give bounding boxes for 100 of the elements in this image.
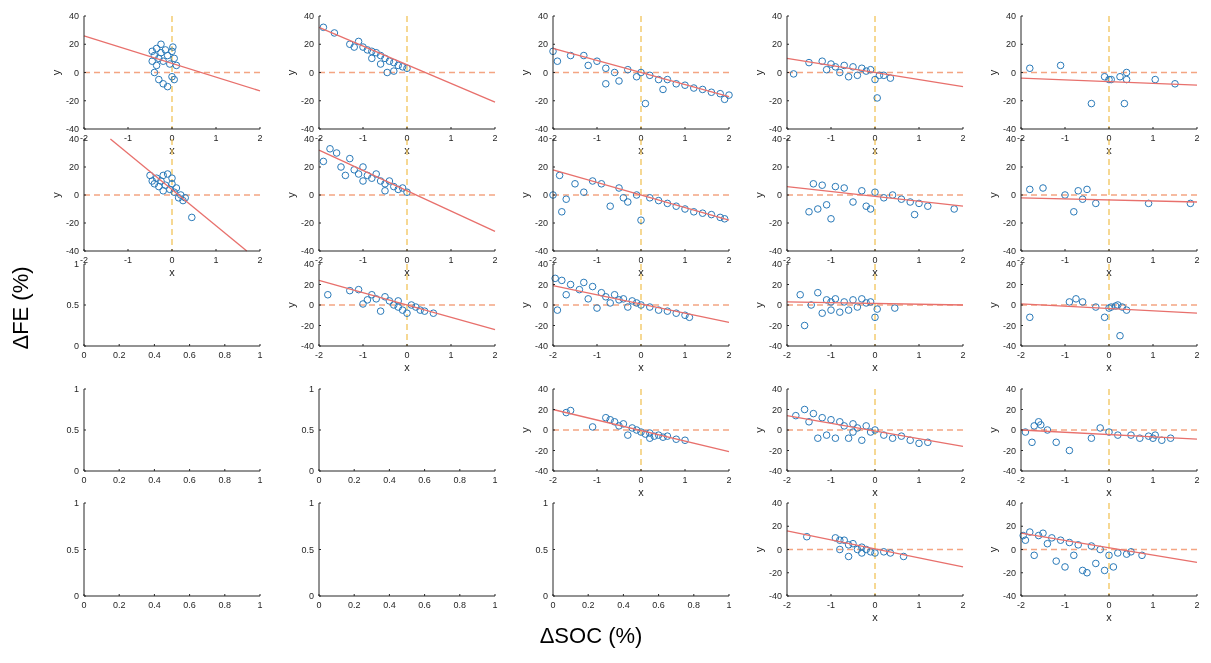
y-axis-title: y xyxy=(753,426,765,433)
y-tick-label: 20 xyxy=(303,39,314,50)
y-tick-label: -40 xyxy=(1002,466,1016,477)
y-tick-label: 0.5 xyxy=(66,300,79,311)
x-tick-label: 0.6 xyxy=(183,475,196,485)
y-tick-label: 20 xyxy=(68,162,79,173)
x-tick-label: 0.6 xyxy=(652,600,665,610)
x-tick-label: 1 xyxy=(448,350,454,360)
x-tick-label: 0 xyxy=(1106,600,1112,610)
y-tick-label: -40 xyxy=(1002,124,1016,135)
x-tick-label: -2 xyxy=(1016,600,1026,610)
y-tick-label: 1 xyxy=(308,384,314,395)
x-axis-title: x xyxy=(1106,486,1113,498)
x-tick-label: 1 xyxy=(1150,133,1156,143)
y-tick-label: -40 xyxy=(534,466,548,477)
x-tick-label: 1 xyxy=(916,350,922,360)
y-axis-title: y xyxy=(50,191,62,198)
x-tick-label: -1 xyxy=(1060,475,1070,485)
y-tick-label: 1 xyxy=(308,498,314,509)
y-tick-label: 20 xyxy=(771,279,782,290)
y-axis-title: y xyxy=(987,191,999,198)
x-tick-label: 1 xyxy=(916,133,922,143)
x-tick-label: 1 xyxy=(1150,255,1156,265)
x-tick-label: 1 xyxy=(916,475,922,485)
x-tick-label: 2 xyxy=(726,350,732,360)
y-tick-label: -20 xyxy=(768,95,782,106)
y-tick-label: 20 xyxy=(1005,279,1016,290)
x-axis-title: x xyxy=(872,611,879,623)
y-tick-label: -40 xyxy=(65,246,79,257)
x-tick-label: 2 xyxy=(1194,600,1200,610)
y-tick-label: -40 xyxy=(300,124,314,135)
y-tick-label: -40 xyxy=(534,341,548,352)
x-tick-label: 0 xyxy=(1106,475,1112,485)
y-tick-label: -40 xyxy=(1002,341,1016,352)
y-tick-label: 0 xyxy=(542,67,548,78)
x-tick-label: 0 xyxy=(81,475,87,485)
x-tick-label: 2 xyxy=(726,475,732,485)
y-tick-label: -20 xyxy=(534,320,548,331)
x-tick-label: 1 xyxy=(492,600,498,610)
x-tick-label: 0 xyxy=(638,255,644,265)
y-tick-label: -40 xyxy=(1002,246,1016,257)
x-tick-label: 0 xyxy=(1106,255,1112,265)
x-tick-label: 1 xyxy=(916,255,922,265)
x-tick-label: -2 xyxy=(548,350,558,360)
x-tick-label: -2 xyxy=(782,600,792,610)
x-tick-label: 0 xyxy=(404,350,410,360)
x-tick-label: -2 xyxy=(314,255,324,265)
x-tick-label: 0 xyxy=(872,133,878,143)
y-tick-label: 0 xyxy=(776,300,782,311)
x-tick-label: 1 xyxy=(682,350,688,360)
y-tick-label: 0 xyxy=(776,544,782,555)
y-tick-label: 20 xyxy=(1005,521,1016,532)
x-tick-label: 1 xyxy=(682,133,688,143)
x-tick-label: -1 xyxy=(592,475,602,485)
y-tick-label: -20 xyxy=(65,95,79,106)
y-tick-label: 20 xyxy=(303,162,314,173)
y-tick-label: -20 xyxy=(300,320,314,331)
x-tick-label: 2 xyxy=(1194,255,1200,265)
y-tick-label: 0 xyxy=(542,300,548,311)
x-tick-label: 0 xyxy=(1106,133,1112,143)
y-tick-label: 40 xyxy=(771,259,782,270)
y-tick-label: 0 xyxy=(1010,300,1016,311)
y-tick-label: -20 xyxy=(1002,218,1016,229)
x-tick-label: 2 xyxy=(257,133,263,143)
y-tick-label: 0 xyxy=(308,190,314,201)
y-tick-label: -20 xyxy=(534,95,548,106)
y-tick-label: 20 xyxy=(303,279,314,290)
y-tick-label: 20 xyxy=(537,279,548,290)
x-tick-label: 2 xyxy=(1194,133,1200,143)
x-tick-label: 0 xyxy=(872,350,878,360)
x-axis-title: x xyxy=(872,486,879,498)
y-tick-label: 40 xyxy=(537,384,548,395)
x-axis-title: x xyxy=(404,144,411,156)
x-tick-label: 0 xyxy=(638,350,644,360)
y-tick-label: -40 xyxy=(534,246,548,257)
y-axis-title: y xyxy=(987,69,999,76)
y-tick-label: 40 xyxy=(771,11,782,22)
x-tick-label: -1 xyxy=(826,350,836,360)
y-tick-label: 0 xyxy=(73,190,79,201)
y-tick-label: 0 xyxy=(73,466,79,477)
y-tick-label: 0.5 xyxy=(66,544,79,555)
x-tick-label: 0.4 xyxy=(148,600,161,610)
x-tick-label: 0.8 xyxy=(687,600,701,610)
x-tick-label: 0 xyxy=(872,255,878,265)
x-axis-title: x xyxy=(638,144,645,156)
x-tick-label: 1 xyxy=(1150,475,1156,485)
y-tick-label: -20 xyxy=(768,218,782,229)
y-axis-title: y xyxy=(753,301,765,308)
x-tick-label: -1 xyxy=(1060,133,1070,143)
x-tick-label: -1 xyxy=(592,350,602,360)
x-tick-label: 1 xyxy=(448,133,454,143)
x-tick-label: -1 xyxy=(826,133,836,143)
y-tick-label: -40 xyxy=(768,466,782,477)
y-tick-label: 40 xyxy=(1005,384,1016,395)
y-tick-label: -40 xyxy=(768,591,782,602)
y-tick-label: 0 xyxy=(73,341,79,352)
y-tick-label: -20 xyxy=(300,218,314,229)
y-tick-label: 40 xyxy=(1005,259,1016,270)
y-tick-label: 0 xyxy=(542,425,548,436)
x-axis-title: x xyxy=(638,266,645,278)
